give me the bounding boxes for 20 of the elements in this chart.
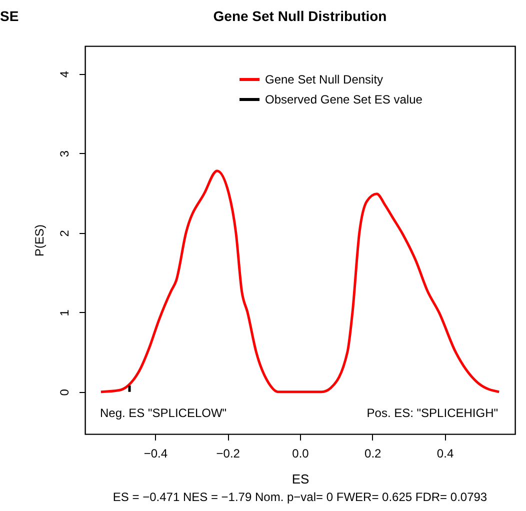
annotation: Pos. ES: "SPLICEHIGH" [366, 406, 498, 420]
x-tick-label: −0.4 [144, 446, 168, 460]
legend-label: Gene Set Null Density [265, 72, 384, 86]
y-tick-label: 3 [58, 150, 72, 158]
y-tick-label: 1 [58, 309, 72, 316]
y-tick-label: 4 [58, 70, 72, 78]
chart-title: Gene Set Null Distribution [213, 8, 387, 24]
y-tick-label: 2 [58, 230, 72, 237]
x-tick-label: 0.4 [436, 446, 454, 460]
annotation: Neg. ES "SPLICELOW" [100, 406, 227, 420]
y-axis-title: P(ES) [32, 224, 46, 257]
x-tick-label: −0.2 [216, 446, 240, 460]
line-series [100, 170, 500, 394]
x-axis-title: ES [292, 472, 310, 486]
text: ES = −0.471 NES = −1.79 Nom. p−val= 0 FWER= 0.625 FDR= 0.0793 [112, 490, 488, 504]
text: SE [0, 8, 19, 24]
x-tick-label: 0.0 [292, 446, 310, 460]
y-tick-label: 0 [58, 388, 72, 396]
legend-label: Observed Gene Set ES value [265, 92, 423, 106]
x-tick-label: 0.2 [364, 446, 382, 460]
